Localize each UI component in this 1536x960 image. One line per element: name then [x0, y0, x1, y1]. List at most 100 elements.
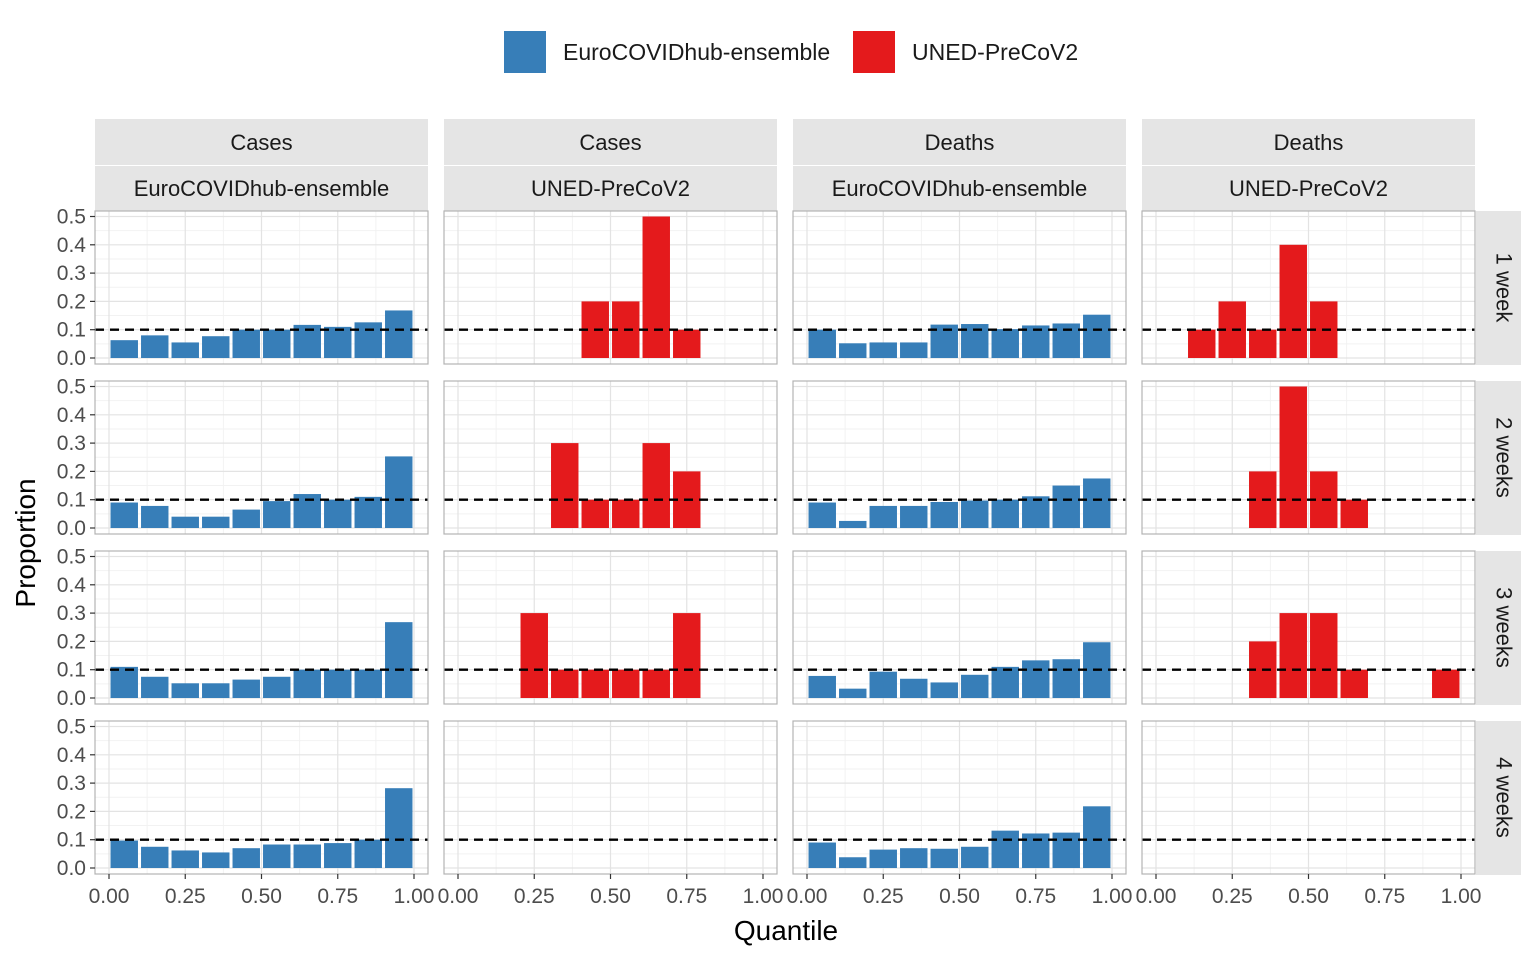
bar: [673, 329, 701, 358]
panel-border: [443, 210, 778, 365]
panel-3-3: [792, 550, 1127, 705]
bar: [900, 678, 928, 698]
bar: [110, 666, 138, 698]
y-tick-label: 0.3: [57, 262, 86, 285]
legend-swatch-uned: [853, 31, 895, 73]
x-tick-label: 0.00: [1136, 885, 1177, 908]
x-tick-label: 1.00: [743, 885, 784, 908]
strip-target-label-1: Cases: [230, 130, 292, 155]
bar: [324, 843, 352, 868]
bar: [1279, 613, 1307, 698]
bar: [263, 329, 291, 358]
y-tick-label: 0.4: [57, 234, 87, 257]
y-tick-label: 0.5: [57, 546, 86, 569]
panel-border: [94, 210, 429, 365]
bar: [808, 329, 836, 358]
bar: [839, 343, 867, 358]
strip-horizon-label-4: 4 weeks: [1492, 757, 1517, 838]
bar: [839, 688, 867, 698]
bar: [202, 683, 230, 698]
bar: [991, 830, 1019, 868]
bar: [1052, 832, 1080, 868]
panel-border: [792, 210, 1127, 365]
bar: [1279, 244, 1307, 358]
panel-border: [792, 550, 1127, 705]
bar: [930, 682, 958, 698]
bar: [612, 669, 640, 698]
bar: [354, 322, 382, 358]
x-axis-title: Quantile: [734, 915, 838, 946]
x-tick-label: 1.00: [1092, 885, 1133, 908]
bar: [354, 496, 382, 528]
bar: [839, 857, 867, 868]
x-tick-label: 0.25: [165, 885, 206, 908]
strip-horizon-bg-2: [1476, 381, 1521, 535]
bar: [642, 216, 670, 358]
x-tick-label: 0.25: [863, 885, 904, 908]
bar: [1340, 499, 1368, 528]
panel-3-2: [443, 550, 778, 705]
y-tick-label: 0.0: [57, 687, 86, 710]
bar: [1083, 478, 1111, 528]
bar: [1022, 660, 1050, 698]
bar: [900, 505, 928, 528]
bar: [900, 848, 928, 868]
panel-border: [94, 550, 429, 705]
strip-horizon-label-3: 3 weeks: [1492, 587, 1517, 668]
bar: [961, 500, 989, 528]
bar: [869, 849, 897, 868]
bar: [171, 342, 199, 358]
panel-1-4: [1141, 210, 1476, 365]
x-tick-label: 0.50: [1288, 885, 1329, 908]
bar: [141, 505, 169, 528]
strip-target-bg-4: [1142, 119, 1475, 165]
legend-label-ensemble: EuroCOVIDhub-ensemble: [563, 39, 830, 65]
panel-4-3: 0.00 0.25 0.50 0.75 1.00: [787, 720, 1133, 908]
facet-grid: Cases EuroCOVIDhub-ensemble Cases UNED-PreC…: [57, 119, 1521, 908]
y-tick-label: 0.5: [57, 716, 86, 739]
bar: [293, 844, 321, 868]
bar: [991, 666, 1019, 698]
y-tick-label: 0.2: [57, 630, 86, 653]
x-tick-label: 0.75: [317, 885, 358, 908]
bar: [202, 852, 230, 868]
x-tick-label: 0.00: [438, 885, 479, 908]
bar: [551, 669, 579, 698]
panel-1-2: [443, 210, 778, 365]
strip-model-label-4: UNED-PreCoV2: [1229, 176, 1388, 201]
bar: [869, 505, 897, 528]
strip-target-bg-1: [95, 119, 428, 165]
bar: [1340, 669, 1368, 698]
bar: [642, 669, 670, 698]
bar: [991, 499, 1019, 528]
y-tick-label: 0.0: [57, 517, 86, 540]
panel-border: [1141, 550, 1476, 705]
y-tick-label: 0.5: [57, 206, 86, 229]
panel-border: [792, 380, 1127, 535]
y-tick-label: 0.1: [57, 829, 86, 852]
bar: [202, 516, 230, 528]
strip-horizon-label-2: 2 weeks: [1492, 417, 1517, 498]
strip-target-label-2: Cases: [579, 130, 641, 155]
y-tick-label: 0.3: [57, 432, 86, 455]
bar: [141, 335, 169, 358]
bar: [141, 846, 169, 868]
bar: [110, 340, 138, 358]
bar: [961, 846, 989, 868]
panel-border: [94, 380, 429, 535]
bar: [1249, 329, 1277, 358]
bar: [171, 516, 199, 528]
bar: [385, 788, 413, 868]
bar: [869, 342, 897, 358]
bar: [232, 329, 260, 358]
bar: [930, 848, 958, 868]
panel-2-2: [443, 380, 778, 535]
bar: [673, 613, 701, 698]
strip-target-bg-2: [444, 119, 777, 165]
y-tick-label: 0.1: [57, 319, 86, 342]
strip-model-bg-4: [1142, 166, 1475, 211]
strip-target-label-4: Deaths: [1274, 130, 1344, 155]
x-tick-label: 0.50: [241, 885, 282, 908]
bar: [293, 669, 321, 698]
